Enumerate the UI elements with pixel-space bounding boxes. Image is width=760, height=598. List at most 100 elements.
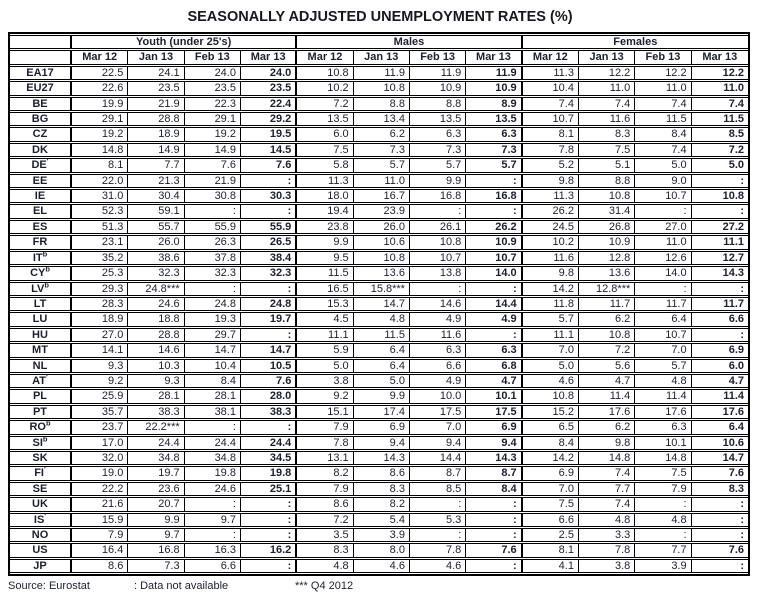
value-cell: 12.6 — [635, 250, 692, 266]
value-cell: 9.8 — [522, 266, 579, 281]
value-cell: : — [240, 512, 298, 527]
value-cell: 19.4 — [297, 204, 354, 219]
table-row: EE 22.0 21.3 21.9:11.3 11.0 9.9:9.8 8.8 9.0: — [10, 173, 748, 189]
month-header-cell: Mar 13 — [240, 50, 298, 65]
value-cell: 12.2 — [691, 65, 748, 81]
value-cell: 26.0 — [128, 235, 185, 250]
value-cell: 3.8 — [578, 558, 636, 574]
value-cell: 7.2 — [578, 343, 636, 358]
value-cell: 29.7 — [184, 327, 241, 343]
value-cell: 7.3 — [466, 142, 523, 158]
value-cell: : — [466, 173, 523, 189]
value-cell: 6.9 — [466, 420, 523, 435]
value-cell: 6.4 — [635, 312, 692, 327]
value-cell: 24.0 — [240, 65, 298, 81]
value-cell: 22.3 — [184, 96, 241, 112]
value-cell: : — [184, 528, 241, 543]
table-row: IE 31.0 30.4 30.8 30.3 18.0 16.7 16.8 16.8 11.3 10… — [10, 189, 748, 204]
value-cell: 5.7 — [635, 358, 692, 373]
value-cell: 11.4 — [578, 389, 636, 404]
value-cell: 8.6 — [72, 558, 129, 574]
value-cell: : — [466, 497, 523, 512]
value-cell: 3.9 — [635, 558, 692, 574]
value-cell: 10.4 — [184, 358, 241, 373]
value-cell: 35.7 — [72, 404, 129, 420]
value-cell: 23.6 — [128, 481, 185, 497]
value-cell: 14.8 — [578, 450, 636, 466]
value-cell: 12.8 — [578, 250, 636, 266]
value-cell: 10.3 — [128, 358, 185, 373]
value-cell: 30.8 — [184, 189, 241, 204]
value-cell: 29.3 — [72, 281, 129, 296]
value-cell: 7.4 — [578, 96, 636, 112]
value-cell: 8.3 — [297, 543, 354, 558]
value-cell: 21.9 — [184, 173, 241, 189]
value-cell: 14.6 — [128, 343, 185, 358]
value-cell: 26.8 — [578, 219, 636, 235]
value-cell: 38.4 — [240, 250, 298, 266]
value-cell: 19.0 — [72, 466, 129, 481]
page-title: SEASONALLY ADJUSTED UNEMPLOYMENT RATES (… — [187, 9, 573, 25]
value-cell: 14.2 — [522, 450, 579, 466]
value-cell: 24.4 — [128, 435, 185, 450]
value-cell: 32.3 — [184, 266, 241, 281]
value-cell: : — [240, 420, 298, 435]
value-cell: 19.7 — [128, 466, 185, 481]
value-cell: 5.7 — [353, 158, 410, 173]
value-cell: 4.7 — [691, 373, 748, 389]
value-cell: 7.7 — [578, 481, 636, 497]
value-cell: 7.2 — [297, 96, 354, 112]
value-cell: 3.5 — [297, 528, 354, 543]
value-cell: : — [240, 497, 298, 512]
value-cell: 10.9 — [409, 81, 467, 96]
value-cell: 24.8 — [240, 296, 298, 312]
value-cell: 12.2 — [635, 65, 692, 81]
country-cell: AT′ — [10, 373, 72, 389]
value-cell: 5.7 — [522, 312, 579, 327]
value-cell: 7.9 — [297, 420, 354, 435]
value-cell: 3.3 — [578, 528, 636, 543]
country-cell: PL — [10, 389, 72, 404]
country-cell: NL — [10, 358, 72, 373]
table-row: AT′ 9.2 9.3 8.4 7.6 3.8 5.0 4.9 4.7 4.6 4.7 4.8 4.7 — [10, 373, 748, 389]
value-cell: : — [409, 497, 467, 512]
value-cell: 55.7 — [128, 219, 185, 235]
table-row: SK 32.0 34.8 34.8 34.5 13.1 14.3 14.4 14.3 14.2 14… — [10, 450, 748, 466]
value-cell: : — [466, 204, 523, 219]
value-cell: 26.2 — [522, 204, 579, 219]
value-cell: 19.8 — [184, 466, 241, 481]
value-cell: 17.6 — [578, 404, 636, 420]
value-cell: 34.5 — [240, 450, 298, 466]
table-row: NO 7.9 9.7::3.5 3.9::2.5 3.3:: — [10, 528, 748, 543]
value-cell: 20.7 — [128, 497, 185, 512]
table-row: CZ 19.2 18.9 19.2 19.5 6.0 6.2 6.3 6.3 8.1 8.3 8.4 8… — [10, 127, 748, 142]
value-cell: 5.8 — [297, 158, 354, 173]
value-cell: 6.4 — [353, 358, 410, 373]
footnote-mark: b — [44, 281, 49, 289]
value-cell: 10.9 — [578, 235, 636, 250]
value-cell: 7.8 — [578, 543, 636, 558]
value-cell: 29.2 — [240, 112, 298, 127]
corner-cell — [10, 35, 72, 50]
value-cell: 19.7 — [240, 312, 298, 327]
table-row: EU27 22.6 23.5 23.5 23.5 10.2 10.8 10.9 10.9 10.4… — [10, 81, 748, 96]
table-row: ITb 35.2 38.6 37.8 38.4 9.5 10.8 10.7 10.7 11.6 12… — [10, 250, 748, 266]
value-cell: 15.9 — [72, 512, 129, 527]
value-cell: 4.8 — [635, 512, 692, 527]
value-cell: 5.6 — [578, 358, 636, 373]
value-cell: 8.3 — [578, 127, 636, 142]
value-cell: 34.8 — [184, 450, 241, 466]
value-cell: 13.6 — [578, 266, 636, 281]
country-cell: SK — [10, 450, 72, 466]
value-cell: 5.9 — [297, 343, 354, 358]
value-cell: 10.8 — [353, 250, 410, 266]
table-row: ES 51.3 55.7 55.9 55.9 23.8 26.0 26.1 26.2 24.5 26… — [10, 219, 748, 235]
value-cell: 6.3 — [409, 343, 467, 358]
table-row: PL 25.9 28.1 28.1 28.0 9.2 9.9 10.0 10.1 10.8 11.4… — [10, 389, 748, 404]
value-cell: 7.9 — [635, 481, 692, 497]
value-cell: 5.3 — [409, 512, 467, 527]
value-cell: 22.4 — [240, 96, 298, 112]
month-header-cell: Mar 13 — [691, 50, 748, 65]
value-cell: 4.8 — [353, 312, 410, 327]
value-cell: 21.3 — [128, 173, 185, 189]
